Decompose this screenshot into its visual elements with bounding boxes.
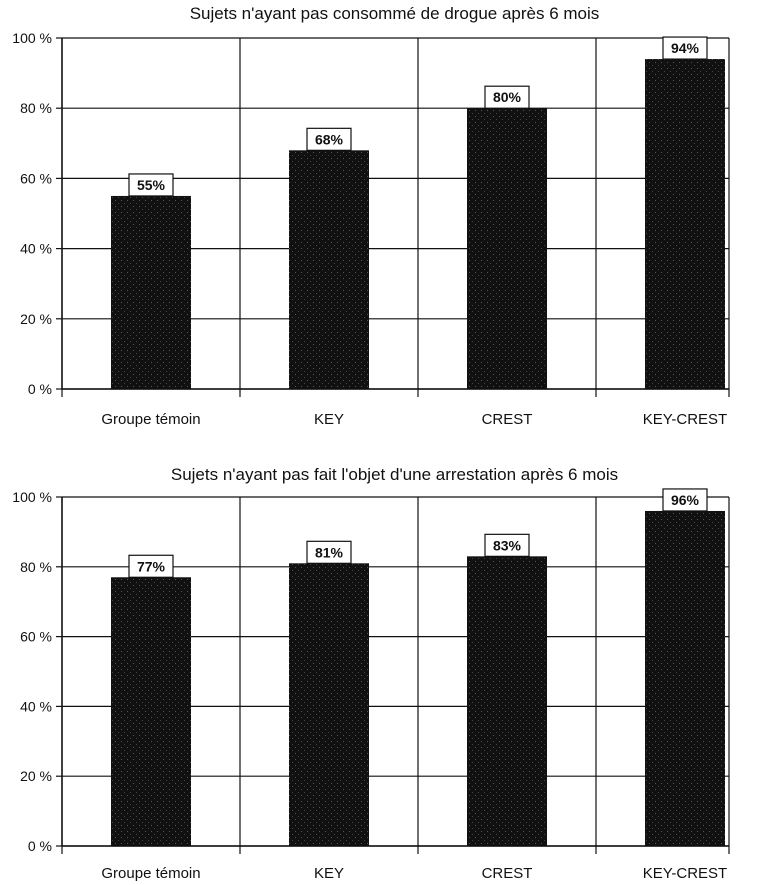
value-label-box [128,554,174,578]
category-label: CREST [482,865,533,882]
bar [645,59,725,390]
bar [467,108,547,389]
y-tick-label: 0 % [28,381,52,397]
chart-drug-use: Sujets n'ayant pas consommé de drogue ap… [0,0,767,440]
value-label: 68% [315,131,344,147]
y-tick-label: 80 % [20,559,52,575]
value-label-box [306,540,352,564]
y-tick-label: 20 % [20,311,52,327]
value-label: 83% [493,537,522,553]
category-label: KEY [314,865,344,882]
value-label: 80% [493,89,522,105]
value-label: 55% [137,177,166,193]
bar [289,563,369,846]
value-label-box [484,533,530,557]
chart-plot: 0 % 20 % 40 % 60 % 80 % 100 % 55% Groupe témoin… [12,30,730,428]
y-tick-label: 80 % [20,100,52,116]
y-tick-label: 40 % [20,698,52,714]
value-label: 77% [137,558,166,574]
y-tick-label: 100 % [12,489,52,505]
value-label: 81% [315,544,344,560]
y-tick-label: 20 % [20,768,52,784]
value-label-box [662,36,708,60]
y-tick-label: 100 % [12,30,52,46]
value-label-box [128,173,174,197]
y-tick-label: 60 % [20,629,52,645]
chart-title: Sujets n'ayant pas consommé de drogue ap… [189,4,600,23]
bar [111,195,191,389]
y-tick-label: 60 % [20,170,52,186]
value-label: 96% [671,492,700,508]
category-label: KEY [314,411,344,428]
y-tick-label: 40 % [20,241,52,257]
category-label: Groupe témoin [101,411,200,428]
category-label: KEY-CREST [643,865,727,882]
value-label-box [306,127,352,151]
bar [645,510,725,846]
category-label: Groupe témoin [101,865,200,882]
chart-plot: 0 % 20 % 40 % 60 % 80 % 100 % 77% Groupe témoin… [12,488,730,882]
value-label: 94% [671,40,700,56]
bar [289,150,369,389]
bar [467,556,547,846]
bar [111,577,191,846]
value-label-box [662,488,708,512]
category-label: CREST [482,411,533,428]
value-label-box [484,85,530,109]
y-tick-label: 0 % [28,838,52,854]
chart-title: Sujets n'ayant pas fait l'objet d'une ar… [170,465,619,484]
category-label: KEY-CREST [643,411,727,428]
chart-arrest: Sujets n'ayant pas fait l'objet d'une ar… [0,445,767,885]
